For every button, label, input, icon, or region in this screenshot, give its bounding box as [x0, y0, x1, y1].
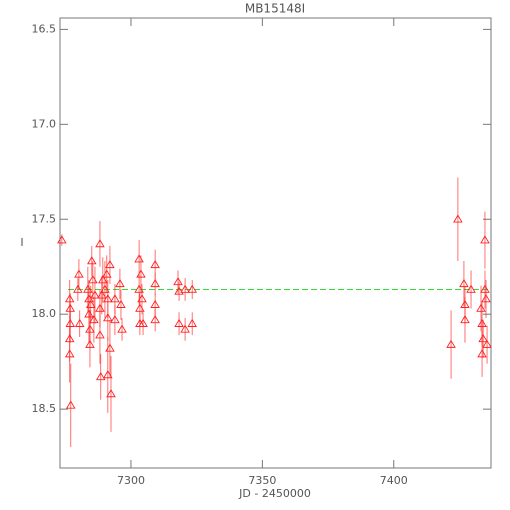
- data-point: [85, 339, 95, 348]
- data-point: [95, 239, 105, 248]
- data-point: [105, 259, 115, 269]
- data-point: [136, 269, 146, 278]
- x-tick-label: 7400: [380, 474, 408, 487]
- data-point: [110, 294, 120, 303]
- y-tick-label: 17.0: [32, 117, 57, 130]
- y-axis-label: I: [20, 236, 23, 249]
- data-point: [90, 290, 100, 299]
- data-point: [174, 286, 184, 295]
- data-point: [95, 371, 106, 381]
- data-point: [89, 315, 99, 324]
- data-point: [138, 318, 148, 327]
- data-point: [110, 315, 120, 324]
- data-point: [187, 284, 197, 293]
- data-point: [83, 284, 93, 293]
- data-point: [173, 277, 183, 286]
- data-point: [64, 294, 75, 303]
- data-point: [73, 284, 83, 293]
- data-point: [150, 315, 160, 324]
- data-point: [57, 235, 67, 244]
- data-point: [480, 284, 490, 293]
- data-point: [115, 278, 125, 288]
- data-point: [105, 343, 115, 352]
- data-point: [106, 389, 116, 398]
- data-point: [103, 313, 113, 322]
- y-tick-label: 16.5: [32, 22, 57, 35]
- data-point: [65, 400, 76, 409]
- data-point: [96, 290, 107, 299]
- x-axis-label: JD - 2450000: [238, 487, 311, 500]
- data-point: [137, 294, 147, 303]
- data-point: [95, 330, 105, 339]
- data-point: [180, 284, 190, 293]
- data-point: [117, 324, 127, 333]
- data-point: [74, 318, 85, 327]
- y-tick-label: 17.5: [32, 212, 57, 225]
- data-point: [482, 339, 492, 348]
- data-point: [476, 303, 486, 312]
- x-tick-label: 7350: [248, 474, 276, 487]
- data-point: [459, 278, 469, 288]
- chart-title: MB15148I: [245, 2, 305, 16]
- data-point: [466, 284, 476, 293]
- data-point: [65, 318, 76, 327]
- data-point: [150, 299, 160, 308]
- data-point: [174, 318, 184, 327]
- data-point: [477, 349, 487, 358]
- x-tick-label: 7300: [117, 474, 145, 487]
- data-point: [150, 278, 160, 288]
- data-point: [85, 299, 96, 308]
- data-point: [116, 299, 126, 308]
- data-point: [480, 235, 490, 244]
- data-point: [478, 333, 488, 343]
- data-point: [477, 318, 487, 327]
- data-point: [87, 256, 97, 265]
- data-point: [481, 294, 491, 303]
- data-point: [74, 269, 84, 278]
- data-point: [187, 318, 197, 327]
- data-point: [150, 259, 160, 269]
- y-tick-label: 18.0: [32, 307, 57, 320]
- data-point: [180, 324, 190, 333]
- data-point: [64, 349, 75, 358]
- data-point: [453, 214, 463, 223]
- y-tick-label: 18.5: [32, 402, 57, 415]
- data-point: [446, 339, 456, 348]
- data-point: [460, 315, 470, 324]
- data-point: [101, 269, 112, 278]
